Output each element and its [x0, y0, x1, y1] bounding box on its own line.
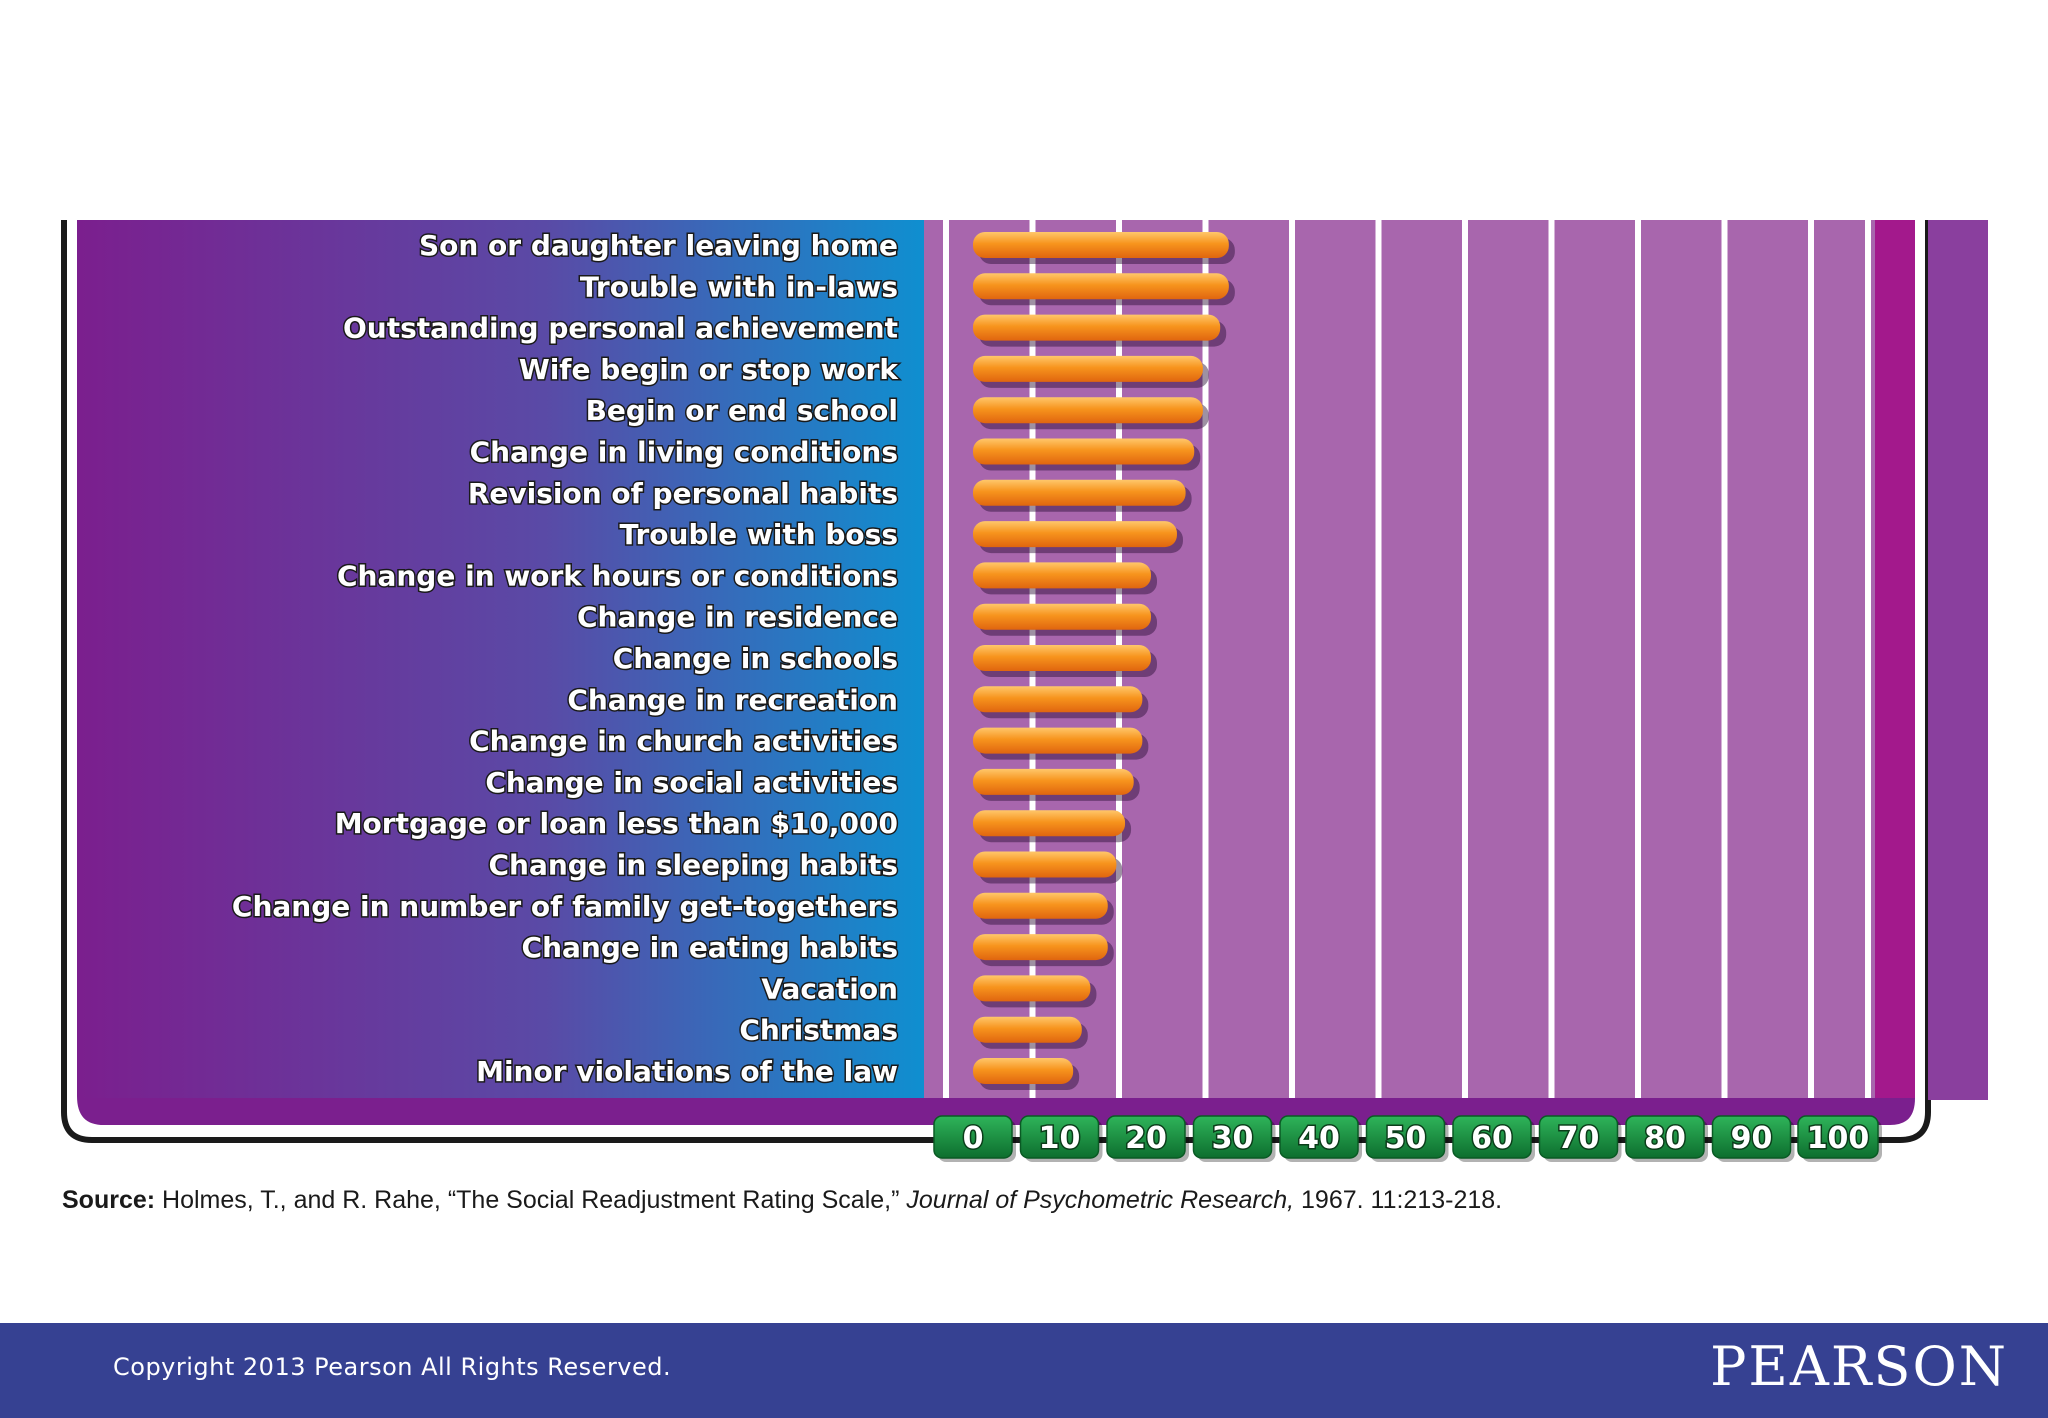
bar-17 — [973, 892, 1108, 919]
category-label: Change in work hours or conditions — [337, 559, 898, 592]
footer-bar: Copyright 2013 Pearson All Rights Reserv… — [0, 1323, 2048, 1418]
tick-badge-30 — [1192, 1115, 1273, 1159]
label-panel-background — [80, 220, 924, 1098]
tick-badge-40 — [1279, 1115, 1359, 1159]
category-label: Change in church activities — [469, 725, 898, 758]
tick-label-0: 0 — [963, 1121, 984, 1156]
gridline-100 — [1808, 220, 1814, 1098]
gridline-0 — [943, 220, 949, 1098]
gridline-70 — [1548, 220, 1555, 1098]
bars — [973, 232, 1235, 1090]
category-label: Christmas — [739, 1014, 898, 1047]
gridline-30 — [1202, 220, 1209, 1098]
tick-label-90: 90 — [1731, 1121, 1773, 1156]
bar-14 — [973, 768, 1134, 795]
bar-7 — [973, 479, 1186, 506]
category-label: Mortgage or loan less than $10,000 — [335, 807, 898, 840]
gridline-90 — [1721, 220, 1728, 1098]
copyright-text: Copyright 2013 Pearson All Rights Reserv… — [113, 1353, 672, 1381]
category-label: Trouble with in-laws — [580, 270, 898, 303]
tick-badge-90 — [1711, 1115, 1792, 1159]
bar-8 — [973, 521, 1177, 548]
tick-label-100: 100 — [1807, 1121, 1870, 1156]
tick-badge-100 — [1797, 1115, 1879, 1159]
bar-21 — [973, 1058, 1074, 1084]
category-label: Begin or end school — [586, 394, 898, 427]
bar-2 — [973, 273, 1229, 300]
bar-1 — [973, 232, 1229, 258]
plot-right-edge — [1875, 220, 1915, 1098]
bar-12 — [973, 686, 1143, 713]
tick-label-10: 10 — [1039, 1121, 1081, 1156]
category-labels: Son or daughter leaving home Trouble with… — [230, 228, 900, 1090]
source-label: Source: — [62, 1186, 156, 1214]
x-axis-ticks: 0 10 20 30 40 50 60 70 80 90 100 — [933, 1115, 1882, 1162]
bar-11 — [973, 645, 1151, 671]
bar-18 — [973, 934, 1108, 961]
label-panel — [80, 220, 924, 1098]
category-label: Change in living conditions — [470, 436, 898, 469]
gridline-80 — [1635, 220, 1641, 1098]
gridline-60 — [1462, 220, 1468, 1098]
category-label: Change in number of family get-togethers — [232, 890, 898, 923]
source-citation: Source: Holmes, T., and R. Rahe, “The So… — [62, 1186, 1502, 1215]
tick-badge-0 — [933, 1115, 1013, 1159]
bar-20 — [973, 1016, 1082, 1043]
pearson-logo: PEARSON — [1710, 1335, 2008, 1398]
bar-15 — [973, 810, 1126, 837]
category-label: Son or daughter leaving home — [419, 229, 898, 262]
gridline-end — [1865, 220, 1871, 1098]
chart-side-shade — [1928, 220, 1988, 1100]
category-label: Change in sleeping habits — [489, 849, 899, 882]
stress-rating-bar-chart: Son or daughter leaving home Trouble with… — [61, 220, 1988, 1162]
bar-4 — [973, 355, 1203, 382]
category-label: Change in recreation — [567, 683, 898, 716]
tick-label-20: 20 — [1125, 1121, 1167, 1156]
category-label: Change in residence — [577, 601, 898, 634]
tick-badge-50 — [1365, 1115, 1446, 1159]
tick-label-60: 60 — [1471, 1121, 1513, 1156]
category-label: Vacation — [761, 972, 898, 1005]
tick-label-70: 70 — [1558, 1121, 1600, 1156]
tick-badge-80 — [1625, 1115, 1705, 1159]
tick-label-40: 40 — [1298, 1121, 1340, 1156]
category-label: Minor violations of the law — [476, 1055, 898, 1088]
bar-13 — [973, 727, 1143, 754]
chart-container: Son or daughter leaving home Trouble with… — [61, 220, 1988, 1162]
category-label: Change in social activities — [485, 766, 898, 799]
bar-9 — [973, 562, 1151, 589]
tick-badge-20 — [1106, 1115, 1186, 1159]
tick-badge-10 — [1019, 1115, 1100, 1159]
bar-5 — [973, 397, 1203, 424]
category-label: Change in schools — [613, 642, 898, 675]
category-label: Outstanding personal achievement — [343, 312, 898, 345]
tick-badge-70 — [1538, 1115, 1619, 1159]
category-label: Change in eating habits — [522, 931, 898, 964]
bar-19 — [973, 975, 1091, 1002]
tick-label-30: 30 — [1212, 1121, 1254, 1156]
bar-3 — [973, 314, 1221, 341]
gridline-40 — [1289, 220, 1295, 1098]
source-journal: Journal of Psychometric Research, — [906, 1186, 1295, 1214]
bar-6 — [973, 438, 1195, 465]
bar-10 — [973, 603, 1151, 630]
bar-16 — [973, 851, 1117, 878]
category-label: Trouble with boss — [619, 518, 898, 551]
category-label: Revision of personal habits — [468, 477, 898, 510]
gridline-50 — [1375, 220, 1382, 1098]
tick-label-80: 80 — [1644, 1121, 1686, 1156]
source-citation-detail: 1967. 11:213-218. — [1301, 1186, 1503, 1214]
category-label: Wife begin or stop work — [519, 353, 900, 386]
tick-label-50: 50 — [1385, 1121, 1427, 1156]
tick-badge-60 — [1452, 1115, 1532, 1159]
source-text: Holmes, T., and R. Rahe, “The Social Rea… — [162, 1186, 900, 1214]
